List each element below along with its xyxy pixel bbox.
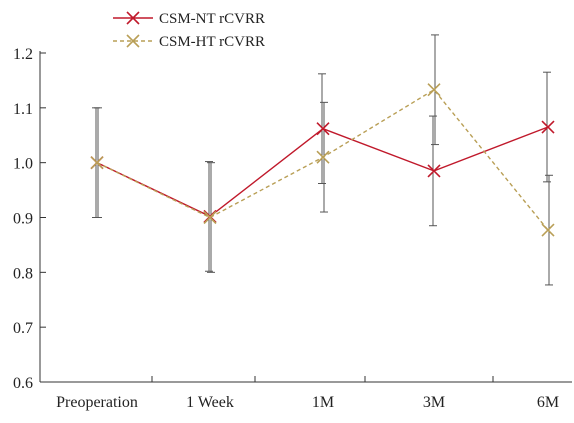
x-tick-label: 3M — [423, 394, 445, 411]
y-tick-label: 0.9 — [13, 211, 33, 228]
data-point-marker — [427, 83, 441, 97]
error-bars — [92, 34, 553, 286]
legend-label: CSM-HT rCVRR — [159, 34, 265, 50]
y-tick-label: 0.7 — [13, 320, 33, 337]
data-point-marker — [316, 150, 330, 164]
data-point-marker — [90, 156, 104, 170]
legend-label: CSM-NT rCVRR — [159, 11, 265, 27]
y-tick-label: 1.2 — [13, 46, 33, 63]
data-point-marker — [427, 164, 441, 178]
legend: CSM-NT rCVRR CSM-HT rCVRR — [113, 11, 265, 50]
x-tick-label: 6M — [537, 394, 559, 411]
legend-marker — [126, 34, 140, 48]
y-tick-label: 1.1 — [13, 101, 33, 118]
axes: 0.6 0.7 0.8 0.9 1.0 1.1 1.2 Preoperation 1 Week 1… — [13, 46, 572, 411]
data-point-marker — [203, 210, 217, 225]
data-point-marker — [541, 223, 555, 237]
y-tick-label: 1.0 — [13, 156, 33, 173]
legend-marker — [126, 11, 140, 25]
y-tick-label: 0.8 — [13, 265, 33, 282]
y-tick-label: 0.6 — [13, 375, 33, 392]
data-point-marker — [541, 120, 555, 134]
x-tick-label: 1 Week — [186, 394, 234, 411]
series-lines — [90, 83, 555, 237]
x-tick-label: 1M — [312, 394, 334, 411]
data-point-marker — [316, 122, 330, 136]
x-tick-label: Preoperation — [56, 394, 138, 411]
